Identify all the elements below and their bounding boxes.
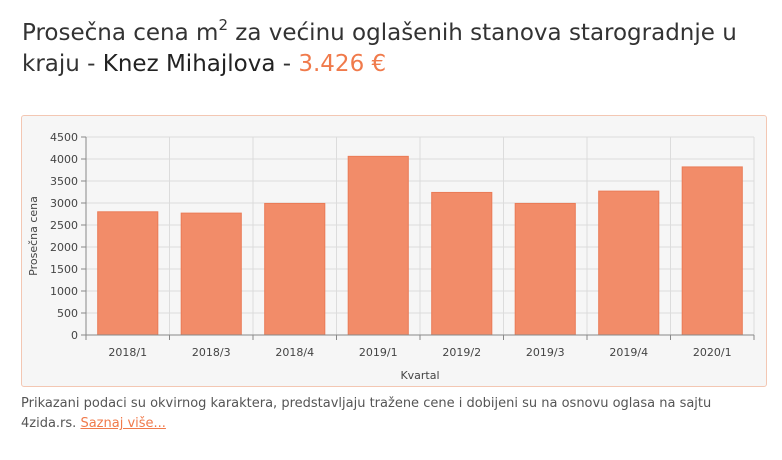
disclaimer-note: Prikazani podaci su okvirnog karaktera, … — [21, 394, 761, 434]
title-text-continued: za većinu oglašenih stanova starogradnje… — [22, 20, 737, 77]
bar-2019-1[interactable] — [347, 155, 409, 336]
axes: 0 500 1000 1500 2000 2500 3000 3500 4000 4500 2018… — [50, 131, 755, 359]
x-tick-label: 2020/1 — [693, 346, 732, 359]
title-separator: - — [275, 51, 299, 77]
y-tick-label: 2500 — [50, 219, 78, 232]
location-name: Knez Mihajlova — [102, 51, 276, 77]
title-superscript: 2 — [218, 16, 228, 34]
disclaimer-text: Prikazani podaci su okvirnog karaktera, … — [21, 396, 712, 431]
bars — [97, 155, 743, 336]
y-axis-title: Prosečna cena — [27, 196, 40, 276]
x-tick-label: 2019/3 — [526, 346, 565, 359]
x-tick-label: 2019/4 — [609, 346, 648, 359]
x-tick-label: 2018/1 — [108, 346, 147, 359]
x-axis-title: Kvartal — [400, 369, 439, 382]
page-title: Prosečna cena m2 za većinu oglašenih sta… — [22, 18, 772, 80]
bar-2019-3[interactable] — [514, 202, 576, 336]
bar-2018-3[interactable] — [180, 212, 242, 336]
y-tick-label: 0 — [71, 329, 78, 342]
y-tick-label: 3500 — [50, 175, 78, 188]
learn-more-link[interactable]: Saznaj više... — [80, 416, 166, 431]
price-bar-chart: 0 500 1000 1500 2000 2500 3000 3500 4000 4500 2018… — [27, 131, 755, 382]
x-tick-label: 2019/1 — [359, 346, 398, 359]
y-tick-label: 2000 — [50, 241, 78, 254]
y-tick-label: 1500 — [50, 263, 78, 276]
y-tick-label: 3000 — [50, 197, 78, 210]
bar-2020-1[interactable] — [681, 166, 743, 336]
title-text: Prosečna cena m — [22, 20, 219, 46]
y-tick-label: 4000 — [50, 153, 78, 166]
y-tick-label: 1000 — [50, 285, 78, 298]
average-price: 3.426 € — [298, 51, 387, 77]
bar-2018-1[interactable] — [97, 211, 159, 336]
y-tick-label: 4500 — [50, 131, 78, 144]
x-tick-label: 2019/2 — [442, 346, 481, 359]
bar-2019-4[interactable] — [598, 190, 660, 336]
x-tick-label: 2018/3 — [192, 346, 231, 359]
bar-2019-2[interactable] — [431, 191, 493, 336]
chart-panel: 0 500 1000 1500 2000 2500 3000 3500 4000 4500 2018… — [21, 115, 767, 387]
x-tick-label: 2018/4 — [275, 346, 314, 359]
bar-2018-4[interactable] — [264, 202, 326, 336]
y-tick-label: 500 — [57, 307, 78, 320]
